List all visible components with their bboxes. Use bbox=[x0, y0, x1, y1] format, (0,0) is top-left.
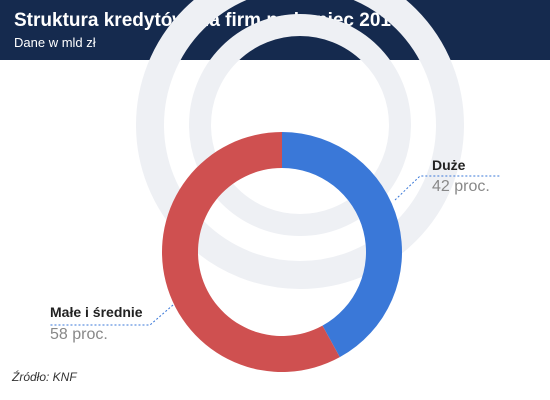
slice-label-duze: Duże bbox=[432, 157, 466, 173]
slice-duze bbox=[282, 132, 403, 358]
slice-label-male-srednie: Małe i średnie bbox=[50, 304, 143, 320]
watermark-logo bbox=[136, 0, 464, 289]
slice-male-srednie bbox=[162, 132, 340, 372]
source-note: Źródło: KNF bbox=[12, 370, 77, 384]
leader-line-male-srednie bbox=[50, 304, 174, 326]
slice-value-duze: 42 proc. bbox=[432, 178, 490, 195]
chart-subtitle: Dane w mld zł bbox=[14, 35, 96, 50]
slice-value-male-srednie: 58 proc. bbox=[50, 326, 108, 343]
